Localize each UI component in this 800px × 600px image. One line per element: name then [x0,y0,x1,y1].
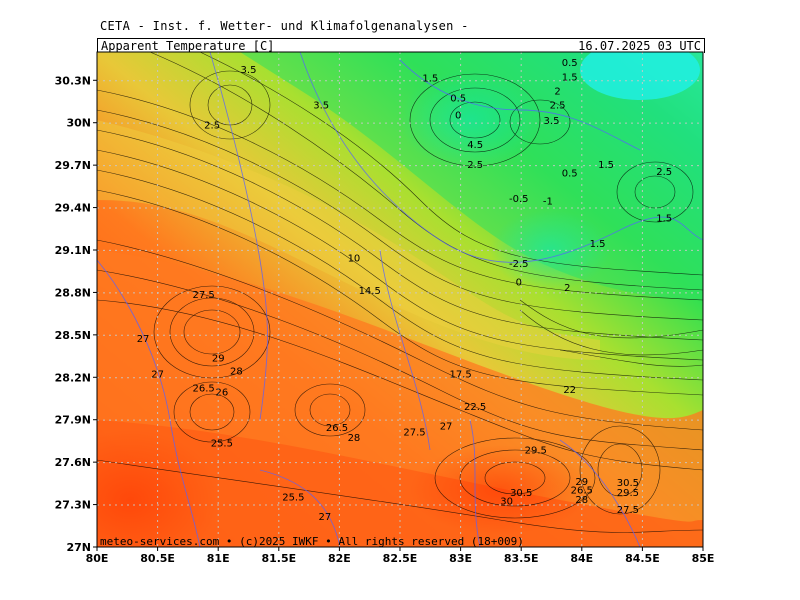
contour-value-label: 27.5 [403,427,425,438]
contour-value-label: 1.5 [562,72,578,83]
contour-value-label: 0.5 [562,58,578,69]
contour-value-label: 1.5 [598,160,614,171]
lat-tick-label: 28.2N [55,371,91,384]
copyright-credit: meteo-services.com • (c)2025 IWKF • All … [100,535,524,548]
lon-tick-label: 85E [692,552,715,565]
lat-tick-label: 27.3N [55,499,91,512]
contour-value-label: -2.5 [509,259,529,270]
contour-value-label: 0 [455,110,461,121]
lat-tick-label: 27.6N [55,456,91,469]
contour-value-label: 1.5 [422,74,438,85]
lat-tick-label: 27.9N [55,414,91,427]
lat-tick-label: 27N [66,541,91,554]
contour-value-label: 27 [151,369,164,380]
lat-tick-label: 28.5N [55,329,91,342]
contour-value-label: 2 [554,86,560,97]
contour-value-label: 25.5 [282,492,304,503]
cold-spot-ne [580,52,700,100]
contour-value-label: 3.5 [313,101,329,112]
valid-time: 16.07.2025 03 UTC [578,39,701,53]
lon-tick-label: 81E [207,552,230,565]
lat-tick-label: 28.8N [55,286,91,299]
contour-value-label: 27 [318,512,331,523]
contour-value-label: 14.5 [359,286,381,297]
contour-value-label: 26.5 [326,423,348,434]
contour-value-label: 27.5 [193,290,215,301]
contour-value-label: 17.5 [449,369,471,380]
contour-value-label: 26 [215,388,228,399]
lat-tick-label: 29.1N [55,244,91,257]
lat-tick-label: 29.4N [55,202,91,215]
longitude-axis: 80E 80.5E 81E 81.5E 82E 82.5E 83E 83.5E 84E 84.5E… [86,547,715,565]
contour-value-label: 2 [564,283,570,294]
contour-value-label: 3.5 [544,116,560,127]
contour-value-label: -0.5 [509,194,529,205]
contour-value-label: 25.5 [211,439,233,450]
contour-value-label: 1.5 [656,214,672,225]
contour-value-label: 4.5 [467,140,483,151]
lat-tick-label: 29.7N [55,159,91,172]
contour-value-label: 30.5 [617,478,639,489]
contour-value-label: 30 [500,497,513,508]
contour-value-label: 28 [230,366,243,377]
lon-tick-label: 84E [570,552,593,565]
contour-value-label: 0 [516,277,522,288]
contour-value-label: 22 [563,385,576,396]
cool-spot-1 [400,70,540,170]
contour-value-label: 29.5 [617,488,639,499]
contour-value-label: 29 [575,477,588,488]
contour-value-label: 27 [137,334,150,345]
contour-value-label: 2.5 [656,167,672,178]
lon-tick-label: 83.5E [504,552,539,565]
lon-tick-label: 80.5E [140,552,175,565]
contour-value-label: -1 [543,197,553,208]
lat-tick-label: 30.3N [55,74,91,87]
contour-value-label: -0.5 [560,37,580,48]
info-bar: Apparent_Temperature [C] 16.07.2025 03 U… [97,38,705,53]
contour-labels: 3.53.52.51.50.50-0.50.51.522.53.54.52.5 1… [137,37,672,523]
latitude-axis: 30.3N 30N 29.7N 29.4N 29.1N 28.8N 28.5N 28.2N 27… [55,74,97,554]
contour-value-label: 29.5 [525,446,547,457]
lon-tick-label: 82E [328,552,351,565]
contour-value-label: 28 [575,495,588,506]
grid-lines [97,52,703,547]
hot-spot-s [410,445,590,535]
lon-tick-label: 81.5E [261,552,296,565]
contour-value-label: 30.5 [510,488,532,499]
variable-label: Apparent_Temperature [C] [101,39,275,53]
contour-value-label: 2.5 [550,101,566,112]
lon-tick-label: 83E [449,552,472,565]
contour-value-label: 22.5 [464,402,486,413]
contour-value-label: 27 [440,422,453,433]
contour-value-label: 26.5 [571,485,593,496]
contour-value-label: 2.5 [204,120,220,131]
lon-tick-label: 80E [86,552,109,565]
lat-tick-label: 30N [66,117,91,130]
cool-spot-2 [490,210,610,290]
contour-value-label: 0.5 [450,94,466,105]
contour-value-label: 28 [348,433,361,444]
contour-value-label: 2.5 [467,160,483,171]
map-field: 3.53.52.51.50.50-0.50.51.522.53.54.52.5 1… [97,37,703,547]
hot-spot-sw [97,430,220,547]
contour-value-label: 10 [348,253,361,264]
chart-title: CETA - Inst. f. Wetter- und Klimafolgena… [100,19,469,33]
contour-value-label: 0.5 [562,168,578,179]
contour-value-label: 1.5 [590,239,606,250]
contour-value-label: 26.5 [193,383,215,394]
lon-tick-label: 84.5E [625,552,660,565]
contour-value-label: 27.5 [617,505,639,516]
contour-value-label: 29 [212,354,225,365]
contour-value-label: 3.5 [241,65,257,76]
lon-tick-label: 82.5E [383,552,418,565]
mild-band [97,120,600,360]
